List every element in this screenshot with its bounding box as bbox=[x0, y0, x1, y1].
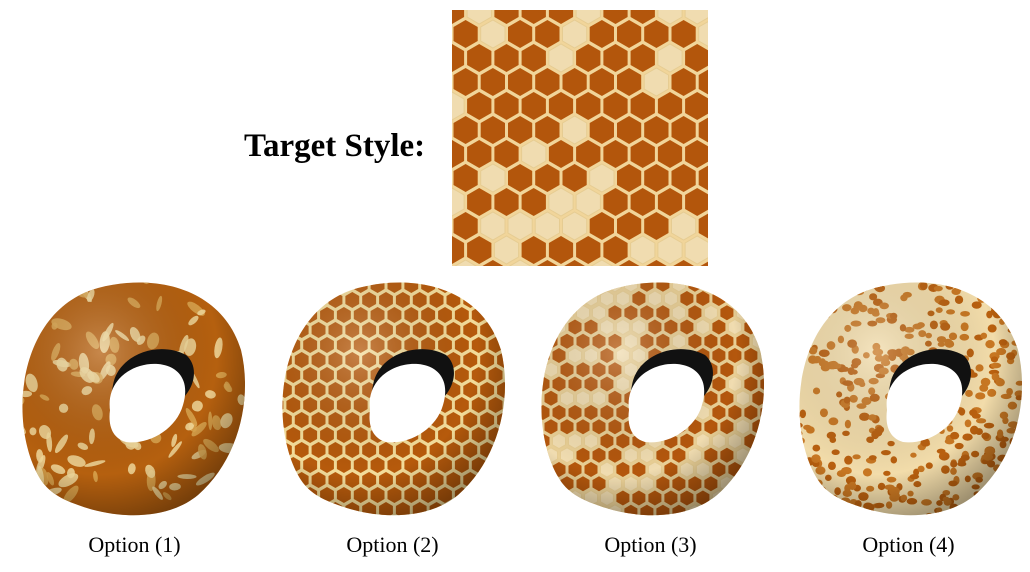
target-style-title: Target Style: bbox=[244, 128, 426, 164]
option-1-label: Option (1) bbox=[88, 532, 181, 557]
option-2-label: Option (2) bbox=[346, 532, 439, 557]
option-4-torus bbox=[785, 270, 1030, 520]
option-3-label: Option (3) bbox=[604, 532, 697, 557]
option-4-label: Option (4) bbox=[862, 532, 955, 557]
target-style-texture bbox=[452, 10, 708, 266]
option-2-torus bbox=[268, 270, 513, 520]
option-1-torus bbox=[8, 270, 253, 520]
honeycomb-cells bbox=[452, 10, 708, 266]
option-3-torus bbox=[527, 270, 772, 520]
